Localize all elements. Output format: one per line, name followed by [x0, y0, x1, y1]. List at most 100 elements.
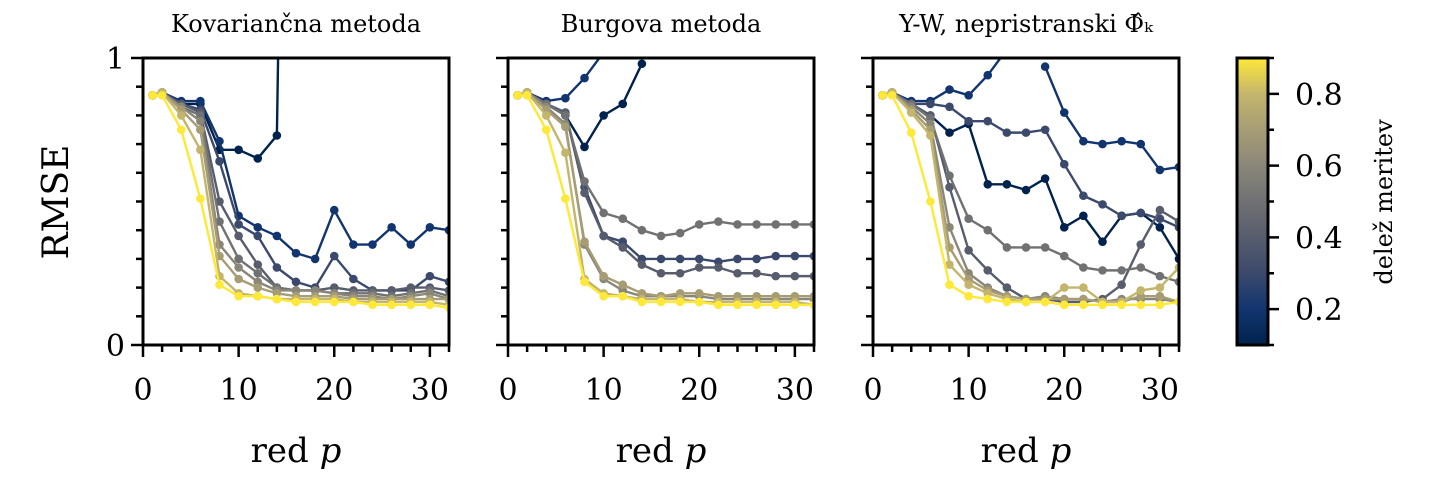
series-0.5 [513, 88, 814, 241]
data-point [291, 277, 301, 287]
data-point [253, 154, 263, 163]
data-point [752, 300, 761, 310]
data-point [637, 260, 647, 269]
data-point [541, 125, 551, 135]
x-axis-label: red p [616, 431, 707, 471]
x-tick-label: 30 [411, 373, 449, 408]
data-point [329, 251, 339, 261]
data-point [234, 231, 243, 241]
data-point [1098, 237, 1107, 246]
data-point [790, 271, 800, 281]
data-point [425, 300, 435, 310]
series-0.3 [878, 88, 1179, 232]
data-point [1002, 243, 1012, 252]
data-point [272, 231, 282, 241]
data-point [964, 91, 973, 100]
data-point [945, 260, 954, 269]
data-point [1079, 211, 1088, 221]
data-point [1098, 300, 1107, 310]
series-0.9 [148, 91, 449, 312]
data-point [234, 291, 243, 301]
data-point [599, 291, 608, 301]
data-point [714, 300, 723, 310]
data-point [580, 142, 589, 152]
data-point [1117, 300, 1126, 310]
data-point [599, 111, 608, 120]
data-point [599, 48, 608, 57]
data-point [1003, 45, 1012, 54]
series-line [1044, 66, 1179, 172]
data-point [1136, 208, 1146, 218]
data-point [387, 223, 396, 232]
data-point [714, 217, 723, 226]
data-point [790, 251, 800, 261]
series-layer [148, 58, 449, 312]
series-0.7 [513, 88, 814, 301]
data-point [637, 297, 647, 307]
data-point [253, 268, 263, 278]
data-point [1021, 297, 1031, 307]
data-point [675, 297, 685, 307]
data-point [1155, 271, 1165, 281]
colorbar-tick-label: 0.2 [1295, 293, 1343, 328]
ticks: 0 10 20 30 [496, 56, 816, 408]
data-point [1136, 139, 1146, 149]
data-point [694, 297, 704, 307]
colorbar-tick-label: 0.8 [1295, 78, 1343, 113]
data-point [1117, 280, 1126, 290]
data-point [196, 125, 205, 135]
x-tick-label: 20 [680, 373, 718, 408]
data-point [1021, 243, 1031, 252]
panel-burgova: Burgova metoda 0 10 20 30 red p [496, 10, 816, 471]
series-layer [878, 45, 1179, 310]
data-point [1079, 283, 1088, 292]
data-point [580, 277, 589, 287]
data-point [694, 263, 704, 272]
y-tick-label: 1 [106, 42, 125, 77]
data-point [1002, 283, 1012, 292]
data-point [580, 237, 589, 246]
data-point [1059, 223, 1069, 232]
colorbar-tick-label: 0.6 [1295, 150, 1343, 185]
panel-title: Y-W, nepristranski Φ̂ₖ [898, 10, 1154, 38]
data-point [1059, 251, 1069, 261]
data-point [1079, 263, 1088, 272]
data-point [1040, 174, 1050, 183]
data-point [964, 280, 973, 290]
data-point [1079, 191, 1088, 201]
data-point [656, 254, 666, 264]
colorbar-tick-label: 0.4 [1295, 221, 1343, 256]
data-point [291, 297, 301, 307]
data-point [196, 116, 205, 126]
data-point [637, 59, 647, 69]
panel-yule-walker: Y-W, nepristranski Φ̂ₖ 0 10 20 30 red p [861, 10, 1181, 471]
series-0.6 [148, 88, 449, 304]
y-tick-label: 0 [106, 329, 125, 364]
data-point [926, 99, 935, 109]
data-point [964, 116, 973, 126]
data-point [983, 116, 993, 126]
data-point [387, 300, 396, 310]
series-0.6 [878, 88, 1179, 307]
colorbar-ticks: 0.2 0.4 0.6 0.8 [1268, 56, 1343, 347]
data-point [906, 128, 916, 137]
data-point [329, 205, 339, 215]
data-point [599, 271, 608, 281]
data-point [964, 291, 973, 301]
data-point [656, 231, 666, 241]
data-point [425, 271, 435, 281]
x-tick-label: 20 [1045, 373, 1083, 408]
data-point [513, 91, 522, 100]
data-point [637, 225, 647, 235]
data-point [1136, 240, 1146, 249]
colorbar: 0.2 0.4 0.6 0.8 delež meritev [1235, 56, 1398, 347]
series-0.7 [878, 88, 1179, 307]
data-point [771, 251, 781, 261]
data-point [1002, 179, 1012, 189]
series-0.9 [513, 91, 814, 310]
data-point [215, 280, 224, 290]
series-0.8 [148, 88, 449, 310]
data-point [618, 99, 628, 109]
data-point [1079, 136, 1088, 146]
